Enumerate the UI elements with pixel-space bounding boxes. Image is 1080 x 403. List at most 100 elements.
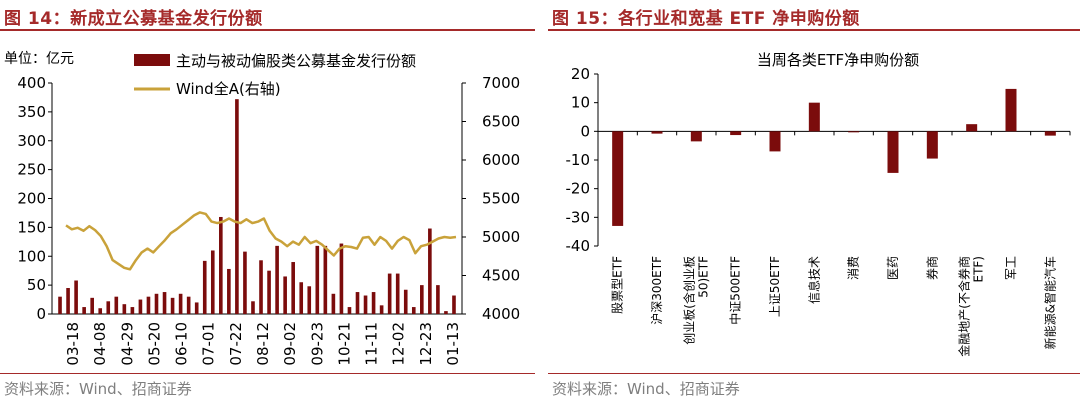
issuance-bar [275, 245, 279, 314]
etf-bar [926, 131, 938, 159]
issuance-bar [283, 276, 287, 314]
issuance-bar [452, 295, 456, 314]
right-x-category-label: 上证50ETF [768, 256, 782, 317]
left-x-tick-label: 10-21 [335, 322, 353, 366]
issuance-bar [162, 292, 167, 314]
issuance-bar [331, 293, 336, 314]
issuance-bar [428, 228, 432, 314]
issuance-bar [436, 285, 440, 314]
right-x-category-label: 沪深300ETF [650, 256, 664, 325]
issuance-bar [347, 307, 352, 314]
right-x-category-label: ETF) [972, 256, 986, 283]
right-source-rule [548, 373, 1080, 374]
left-y-tick-label: 350 [17, 103, 46, 121]
left-x-tick-label: 07-01 [200, 322, 218, 366]
issuance-bar [299, 282, 304, 314]
right-x-category-label: 中证500ETF [728, 256, 743, 325]
right-x-category-label: 金融地产(不含券商 [957, 256, 972, 357]
issuance-bar [219, 216, 223, 314]
issuance-bar [98, 308, 103, 314]
etf-bar [887, 131, 899, 173]
issuance-bar [355, 292, 360, 314]
right-title-rule [548, 29, 1080, 31]
left-y-tick-label: 0 [36, 305, 46, 323]
issuance-bar [122, 304, 127, 314]
etf-bar [1005, 88, 1017, 132]
issuance-bar [170, 297, 175, 314]
issuance-bar [259, 260, 263, 314]
etf-bar [651, 131, 663, 134]
right-y-tick-label: 6500 [482, 113, 520, 131]
left-x-tick-label: 11-11 [363, 322, 381, 366]
etf-bar [966, 124, 978, 132]
issuance-bar [291, 262, 295, 314]
left-x-tick-label: 04-29 [118, 322, 136, 366]
issuance-bar [194, 302, 199, 314]
right-x-category-label: 消费 [847, 256, 861, 280]
left-x-tick-label: 01-13 [444, 322, 462, 366]
issuance-bar [267, 270, 271, 314]
right-y-tick-label: 4000 [482, 305, 520, 323]
left-x-tick-label: 07-22 [227, 322, 245, 366]
issuance-bar [395, 273, 400, 314]
issuance-bar [210, 250, 215, 314]
right-x-category-label: 50)ETF [696, 256, 710, 298]
left-source-note: 资料来源：Wind、招商证券 [4, 380, 192, 398]
left-x-tick-label: 09-02 [281, 322, 299, 366]
issuance-bar [114, 296, 119, 314]
left-x-tick-label: 05-20 [145, 322, 163, 366]
right-figure-title: 图 15：各行业和宽基 ETF 净申购份额 [552, 9, 860, 29]
issuance-bar [315, 245, 320, 314]
left-y-tick-label: 50 [27, 276, 46, 294]
issuance-bar [138, 299, 143, 314]
left-chart-svg: 单位：亿元 0 50 100 150 200 250 300 350 400 4000 4500 500… [4, 51, 520, 366]
etf-bar [769, 131, 781, 152]
issuance-bar [403, 289, 408, 314]
left-y-tick-label: 100 [17, 247, 46, 265]
left-y-tick-label: 150 [17, 218, 46, 236]
left-y-tick-label: 200 [17, 190, 46, 208]
left-source-rule [0, 373, 535, 374]
issuance-bar [66, 288, 70, 314]
right-chart-svg: 当周各类ETF净申购份额 -40 -30 -20 -10 0 10 20 股票型ETF 沪深300… [566, 51, 1071, 357]
right-y-tick-label: 0 [580, 122, 590, 140]
legend-bar-swatch [134, 54, 170, 66]
left-chart-panel: 图 14：新成立公募基金发行份额 单位：亿元 0 50 100 150 200 250 300… [0, 0, 535, 403]
issuance-bar [186, 296, 191, 314]
issuance-bar [411, 307, 416, 314]
issuance-bar [58, 296, 62, 314]
right-y-tick-label: -30 [566, 208, 591, 226]
left-x-tick-label: 06-10 [173, 322, 191, 366]
issuance-bar [387, 273, 392, 314]
issuance-bar [178, 293, 183, 314]
etf-bar [690, 131, 702, 142]
issuance-bar [251, 301, 255, 314]
etf-bar [730, 131, 742, 136]
right-y-tick-label: 6000 [482, 151, 520, 169]
left-x-tick-label: 09-23 [308, 322, 326, 366]
left-x-tick-label: 12-23 [417, 322, 435, 366]
left-x-tick-label: 03-18 [64, 322, 82, 366]
issuance-bar [202, 260, 207, 314]
issuance-bar [82, 307, 86, 314]
right-y-tick-label: -40 [566, 237, 591, 255]
issuance-bar [90, 297, 94, 314]
issuance-bar [339, 243, 344, 314]
left-unit-label: 单位：亿元 [4, 51, 74, 67]
etf-bar [612, 131, 624, 226]
right-y-tick-label: -20 [566, 180, 591, 198]
etf-bar [808, 102, 820, 132]
issuance-bar [307, 286, 312, 314]
left-x-tick-label: 12-02 [390, 322, 408, 366]
issuance-bar [106, 301, 111, 314]
issuance-bar [243, 251, 247, 314]
issuance-bar [363, 295, 368, 314]
right-x-category-label: 医药 [886, 256, 900, 280]
issuance-bar [420, 285, 424, 314]
issuance-bar [379, 305, 384, 314]
right-y-tick-label: 7000 [482, 74, 520, 92]
right-y-tick-label: 4500 [482, 267, 520, 285]
legend-bar-label: 主动与被动偏股类公募基金发行份额 [176, 52, 416, 70]
issuance-bar [444, 311, 448, 314]
right-x-category-label: 券商 [924, 256, 939, 280]
